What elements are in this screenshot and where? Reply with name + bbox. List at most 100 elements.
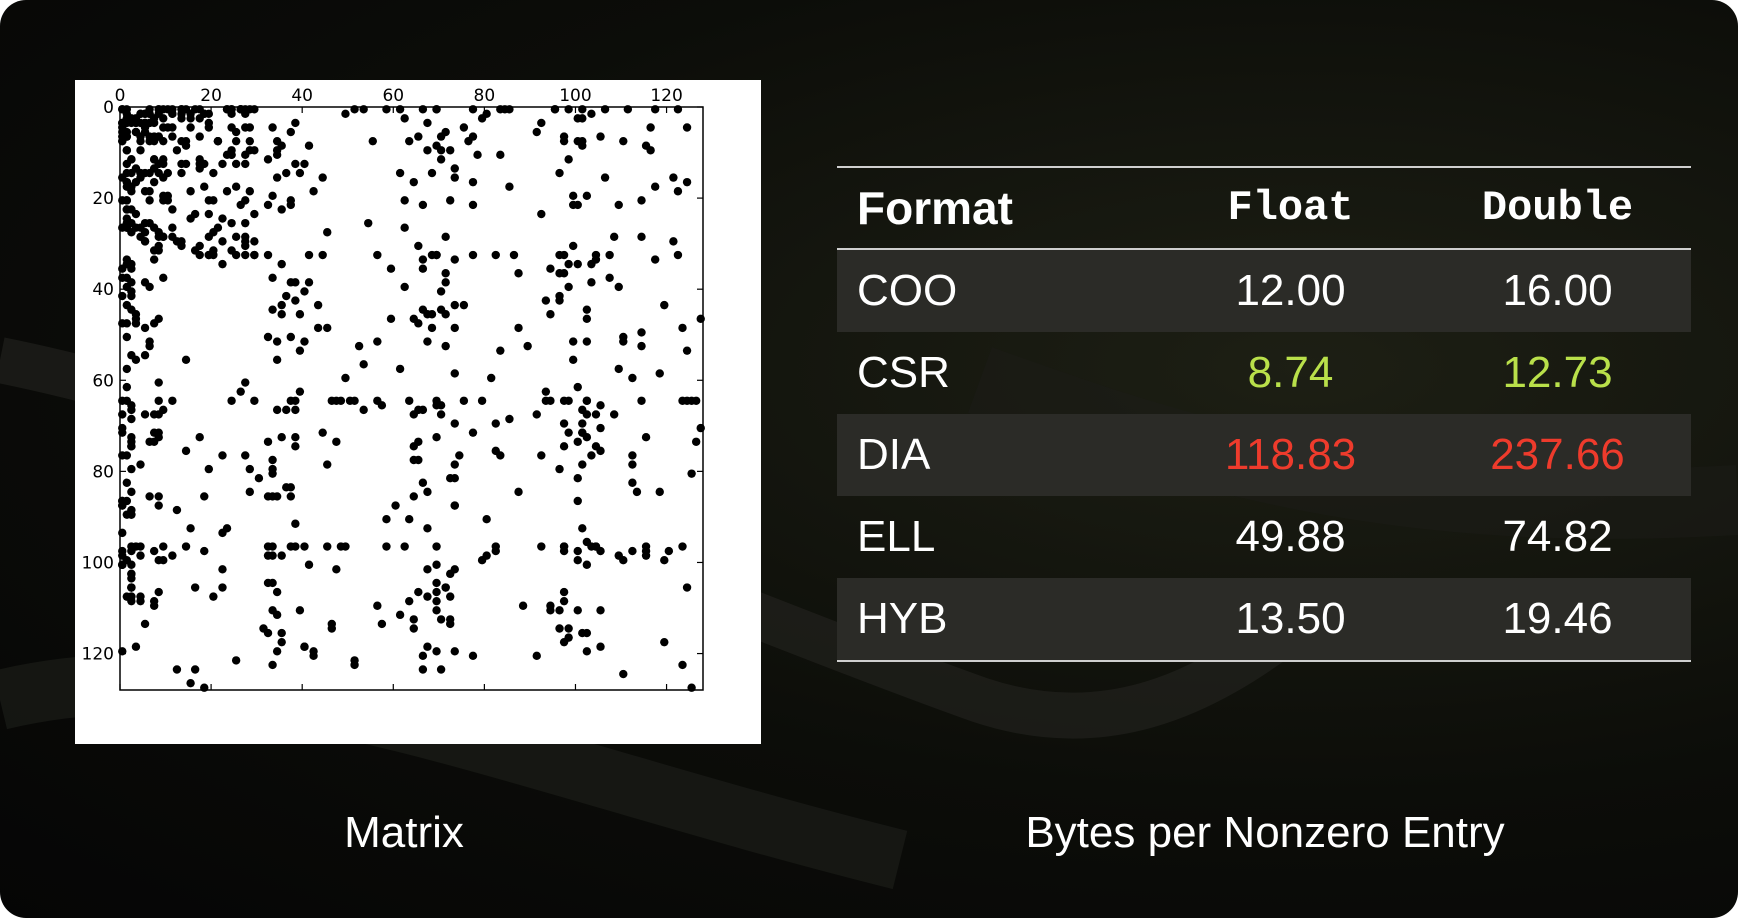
nonzero-dot <box>573 555 582 565</box>
nonzero-dot <box>140 619 150 629</box>
nonzero-dot <box>118 173 127 182</box>
nonzero-dot <box>596 606 605 615</box>
nonzero-dot <box>578 460 587 469</box>
nonzero-dot <box>559 396 569 405</box>
nonzero-dot <box>600 105 610 114</box>
nonzero-dot <box>154 501 163 510</box>
nonzero-dot <box>304 560 314 569</box>
nonzero-dot <box>168 232 177 242</box>
nonzero-dot <box>687 683 696 692</box>
nonzero-dot <box>181 159 191 169</box>
nonzero-dot <box>159 542 168 551</box>
nonzero-dot <box>245 136 255 146</box>
nonzero-dot <box>272 587 282 597</box>
nonzero-dot <box>140 127 150 137</box>
nonzero-dot <box>323 323 332 333</box>
nonzero-dot <box>546 396 555 405</box>
nonzero-dot <box>122 451 132 460</box>
nonzero-dot <box>154 378 163 387</box>
nonzero-dot <box>140 351 150 360</box>
nonzero-dot <box>145 492 154 501</box>
nonzero-dot <box>491 546 500 556</box>
nonzero-dot <box>231 232 241 242</box>
nonzero-dot <box>432 587 441 597</box>
nonzero-dot <box>573 496 582 506</box>
nonzero-dot <box>341 373 350 383</box>
nonzero-dot <box>436 132 446 141</box>
nonzero-dot <box>423 642 432 651</box>
nonzero-dot <box>650 182 660 191</box>
nonzero-dot <box>532 651 541 661</box>
nonzero-dot <box>241 159 250 169</box>
nonzero-dot <box>364 218 373 228</box>
nonzero-dot <box>359 360 368 369</box>
nonzero-dot <box>559 542 569 551</box>
nonzero-dot <box>263 551 273 560</box>
nonzero-dot <box>300 159 309 169</box>
nonzero-dot <box>291 405 300 415</box>
nonzero-dot <box>154 555 163 565</box>
nonzero-dot <box>159 232 168 242</box>
nonzero-dot <box>172 505 182 515</box>
nonzero-dot <box>441 278 450 287</box>
nonzero-dot <box>395 105 405 114</box>
x-tick-label: 100 <box>559 86 591 106</box>
nonzero-dot <box>587 109 596 119</box>
nonzero-dot <box>291 159 300 169</box>
row-double: 19.46 <box>1502 594 1613 643</box>
nonzero-dot <box>537 451 546 460</box>
nonzero-dot <box>218 259 227 269</box>
nonzero-dot <box>295 310 305 319</box>
nonzero-dot <box>418 665 428 674</box>
nonzero-dot <box>127 155 136 164</box>
nonzero-dot <box>159 173 168 182</box>
nonzero-dot <box>136 460 145 469</box>
nonzero-dot <box>241 196 250 205</box>
nonzero-dot <box>619 555 628 565</box>
nonzero-dot <box>546 264 555 273</box>
nonzero-dot <box>432 141 441 150</box>
nonzero-dot <box>559 442 569 451</box>
y-tick-label: 80 <box>92 462 114 482</box>
nonzero-dot <box>678 323 687 333</box>
nonzero-dot <box>477 114 487 123</box>
nonzero-dot <box>286 396 296 405</box>
nonzero-dot <box>450 369 459 378</box>
nonzero-dot <box>122 300 132 310</box>
nonzero-dot <box>427 310 437 319</box>
nonzero-dot <box>414 241 423 251</box>
nonzero-dot <box>619 136 628 146</box>
row-format: HYB <box>857 594 948 643</box>
nonzero-dot <box>241 105 250 114</box>
nonzero-dot <box>523 341 532 351</box>
nonzero-dot <box>218 528 227 538</box>
nonzero-dot <box>268 191 277 201</box>
nonzero-dot <box>546 606 555 615</box>
nonzero-dot <box>227 218 236 228</box>
nonzero-dot <box>295 606 305 615</box>
nonzero-dot <box>227 396 236 405</box>
nonzero-dot <box>568 337 578 346</box>
nonzero-dot <box>181 355 191 364</box>
nonzero-dot <box>400 114 409 123</box>
nonzero-dot <box>491 250 500 260</box>
nonzero-dot <box>587 278 596 287</box>
nonzero-dot <box>609 232 619 242</box>
nonzero-dot <box>181 446 191 456</box>
nonzero-dot <box>423 487 432 497</box>
nonzero-dot <box>286 492 296 501</box>
nonzero-dot <box>118 428 127 437</box>
nonzero-dot <box>427 250 437 260</box>
nonzero-dot <box>619 669 628 679</box>
nonzero-dot <box>596 446 605 456</box>
nonzero-dot <box>450 474 459 483</box>
nonzero-dot <box>140 323 150 333</box>
nonzero-dot <box>596 401 605 410</box>
nonzero-dot <box>637 328 646 337</box>
nonzero-dot <box>423 146 432 155</box>
nonzero-dot <box>582 396 592 405</box>
nonzero-dot <box>432 606 441 615</box>
nonzero-dot <box>127 487 136 497</box>
x-tick-label: 40 <box>291 86 313 106</box>
nonzero-dot <box>268 578 277 588</box>
